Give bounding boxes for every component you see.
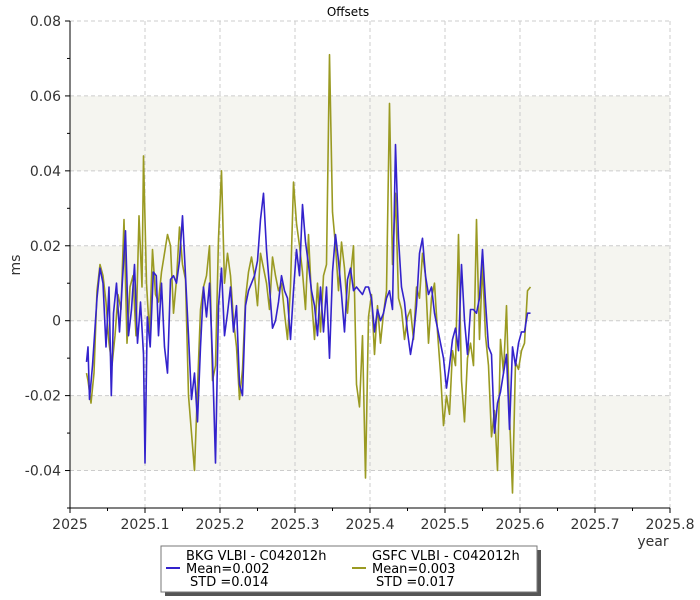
legend-std-gsfc: STD =0.017 bbox=[376, 575, 454, 590]
y-axis-title: ms bbox=[8, 255, 24, 276]
y-tick-label: -0.02 bbox=[25, 389, 61, 405]
x-axis-title: year bbox=[637, 534, 668, 550]
legend-box bbox=[160, 545, 538, 593]
y-tick-label: 0.02 bbox=[30, 239, 61, 255]
legend-label-bkg: BKG VLBI - C042012h bbox=[186, 549, 326, 564]
x-tick-label: 2025.7 bbox=[571, 517, 620, 533]
y-axis-ticks: -0.04 -0.02 0 0.02 0.04 0.06 0.08 bbox=[25, 14, 70, 509]
x-tick-label: 2025.1 bbox=[121, 517, 170, 533]
x-tick-label: 2025.5 bbox=[421, 517, 470, 533]
series-layer bbox=[85, 53, 532, 494]
x-tick-label: 2025.4 bbox=[346, 517, 395, 533]
x-tick-label: 2025.6 bbox=[496, 517, 545, 533]
y-tick-label: 0.08 bbox=[30, 14, 61, 30]
legend-label-gsfc: GSFC VLBI - C042012h bbox=[372, 549, 520, 564]
x-tick-label: 2025.2 bbox=[196, 517, 245, 533]
legend: BKG VLBI - C042012h Mean=0.002 STD =0.01… bbox=[160, 545, 541, 596]
y-tick-label: 0 bbox=[52, 314, 61, 330]
chart-title: Offsets bbox=[327, 5, 369, 19]
x-axis-ticks: 2025 2025.1 2025.2 2025.3 2025.4 2025.5 2025.6… bbox=[52, 508, 695, 533]
y-tick-label: 0.06 bbox=[30, 89, 61, 105]
series-line-bkg bbox=[85, 143, 531, 464]
legend-entry-bkg: BKG VLBI - C042012h Mean=0.002 STD =0.01… bbox=[166, 549, 326, 590]
legend-entry-gsfc: GSFC VLBI - C042012h Mean=0.003 STD =0.0… bbox=[352, 549, 520, 590]
legend-mean-bkg: Mean=0.002 bbox=[186, 562, 270, 577]
x-tick-label: 2025 bbox=[52, 517, 88, 533]
y-tick-label: 0.04 bbox=[30, 164, 61, 180]
legend-mean-gsfc: Mean=0.003 bbox=[372, 562, 456, 577]
y-tick-label: -0.04 bbox=[25, 464, 61, 480]
x-tick-label: 2025.8 bbox=[646, 517, 695, 533]
x-tick-label: 2025.3 bbox=[271, 517, 320, 533]
legend-std-bkg: STD =0.014 bbox=[190, 575, 268, 590]
